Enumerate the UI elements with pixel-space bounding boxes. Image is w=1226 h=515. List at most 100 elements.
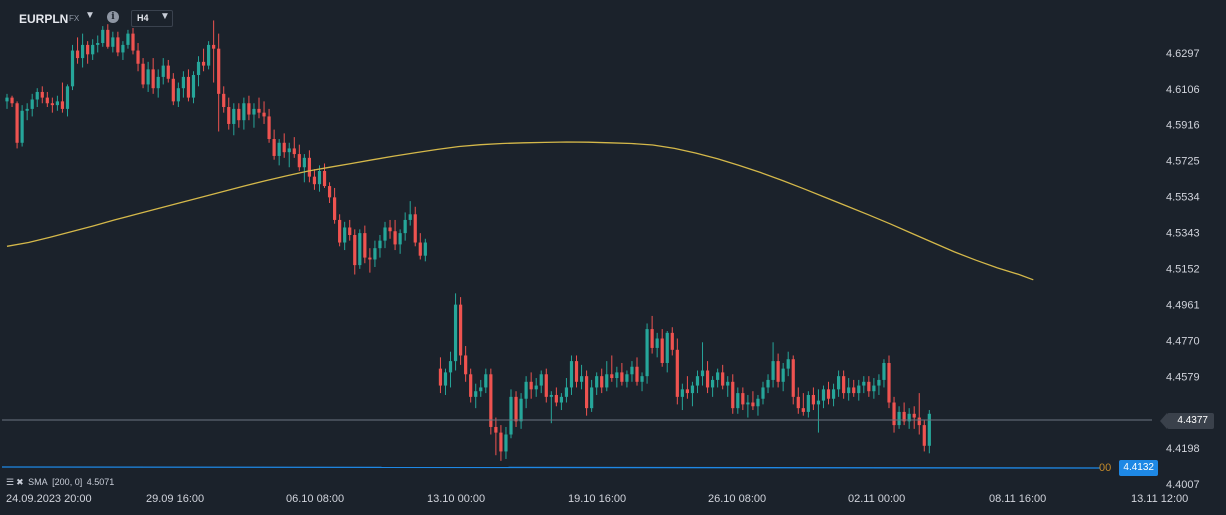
candle: [136, 43, 140, 72]
chevron-down-icon[interactable]: ▼: [85, 10, 95, 21]
candle: [569, 355, 574, 395]
candle: [897, 406, 901, 429]
settings-icon[interactable]: ☰: [6, 477, 15, 487]
candle: [902, 402, 906, 426]
candle: [252, 103, 256, 128]
candle: [509, 389, 513, 439]
time-tick-label: 19.10 16:00: [568, 493, 626, 505]
candle: [660, 329, 664, 367]
candle: [499, 425, 503, 461]
candle: [327, 182, 332, 204]
candle: [156, 69, 160, 98]
sma-legend: ☰ ✖ SMA [200, 0] 4.5071: [6, 477, 116, 488]
candle: [716, 368, 720, 388]
close-icon[interactable]: ✖: [16, 477, 24, 487]
candle: [70, 44, 75, 91]
candle: [383, 221, 387, 249]
candle: [15, 101, 19, 149]
candle: [786, 351, 790, 377]
candle: [867, 376, 871, 397]
time-axis[interactable]: 24.09.2023 20:00 29.09 16:00 06.10 08:00 13…: [6, 493, 1188, 505]
candle: [227, 97, 231, 130]
candle: [907, 408, 911, 429]
candle: [600, 368, 604, 394]
time-tick-label: 26.10 08:00: [708, 493, 766, 505]
candle: [680, 383, 684, 411]
candle: [771, 342, 775, 388]
candle: [549, 391, 553, 424]
candle: [393, 219, 397, 251]
candle: [529, 372, 533, 399]
candle: [423, 238, 427, 262]
candle: [287, 142, 291, 168]
candle: [297, 144, 301, 172]
price-tick-label: 4.4007: [1166, 479, 1200, 491]
candle: [91, 39, 95, 60]
candle: [272, 129, 276, 160]
symbol-label[interactable]: EURPLN: [19, 12, 69, 26]
candle: [363, 225, 367, 264]
candle: [912, 406, 916, 429]
candle: [821, 385, 826, 409]
price-tick-label: 4.4579: [1166, 371, 1200, 383]
candle: [927, 410, 931, 454]
candle: [111, 31, 115, 53]
candle: [353, 229, 357, 275]
candle: [438, 357, 443, 394]
candle: [166, 59, 170, 83]
candle: [469, 368, 473, 403]
candle: [872, 378, 876, 399]
candle: [610, 355, 614, 382]
candle: [257, 97, 261, 119]
candle: [831, 383, 836, 407]
candle: [196, 56, 201, 87]
time-tick-label: 06.10 08:00: [286, 493, 344, 505]
candle: [544, 368, 548, 403]
candle: [343, 221, 347, 251]
timeframe-select[interactable]: H4 ▼: [131, 10, 173, 27]
candle: [322, 163, 327, 188]
chevron-down-icon: ▼: [160, 11, 170, 22]
candle: [862, 376, 866, 394]
price-axis[interactable]: 4.6297 4.6106 4.5916 4.5725 4.5534 4.5343 4.51…: [1166, 48, 1200, 491]
candle: [882, 359, 886, 388]
candle: [736, 387, 740, 414]
time-tick-label: 08.11 16:00: [989, 493, 1046, 505]
candle: [826, 381, 831, 405]
candle: [690, 381, 695, 407]
candle: [620, 362, 624, 386]
candle: [776, 353, 780, 388]
candle: [106, 24, 110, 49]
candle: [574, 355, 579, 388]
candle: [806, 391, 810, 418]
candle: [146, 61, 150, 92]
candle: [564, 378, 569, 403]
candle: [403, 212, 407, 241]
candle: [645, 323, 649, 384]
candle: [489, 368, 493, 435]
candle: [892, 396, 896, 433]
candle: [877, 374, 881, 395]
candle: [151, 58, 155, 94]
price-tick-label: 4.5343: [1166, 228, 1200, 240]
sma-legend-label: SMA: [28, 477, 48, 487]
candle: [781, 362, 785, 392]
candle: [695, 370, 700, 394]
info-icon[interactable]: i: [107, 11, 119, 23]
candle: [922, 419, 926, 452]
candle: [731, 374, 735, 414]
candle: [670, 327, 674, 356]
sma-legend-params: [200, 0]: [52, 477, 83, 487]
candle: [453, 293, 458, 371]
candle: [398, 229, 402, 254]
candle: [630, 361, 634, 382]
candle: [207, 41, 211, 70]
candle: [282, 133, 286, 158]
candle: [705, 361, 710, 394]
price-tick-label: 4.5725: [1166, 156, 1200, 168]
candle: [816, 389, 821, 433]
candle: [212, 20, 216, 83]
candle: [650, 315, 654, 354]
candle: [75, 37, 80, 64]
